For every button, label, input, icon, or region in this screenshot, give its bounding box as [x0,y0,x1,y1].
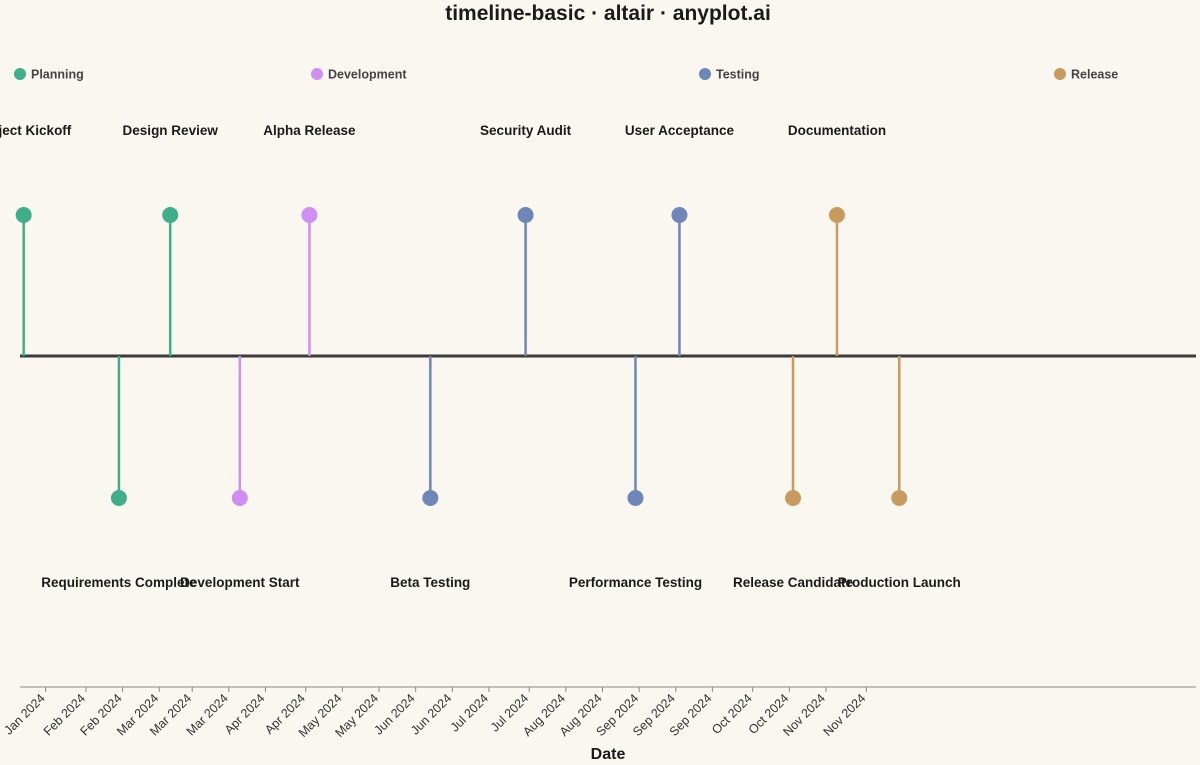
plot-area: Project Kickoff Requirements Complete Desi… [0,123,1196,590]
x-tick-label: Jul 2024 [448,691,491,734]
event-label: Release Candidate [733,575,854,590]
event-label: Beta Testing [390,575,470,590]
event-marker [891,490,908,506]
legend-label: Planning [31,68,84,82]
legend-label: Release [1071,68,1118,82]
legend-swatch [311,68,323,80]
x-axis-title: Date [591,746,626,763]
event-marker [517,207,534,223]
x-tick-label: Apr 2024 [222,691,268,737]
event-label: Alpha Release [263,123,356,138]
event-label: Security Audit [480,123,572,138]
event-marker [627,490,644,506]
event-marker [785,490,802,506]
event-label: User Acceptance [625,123,735,138]
legend-label: Testing [716,68,760,82]
legend: Planning Development Testing Release [14,68,1118,82]
event-marker [828,207,845,223]
event-marker [15,207,32,223]
event-marker [671,207,688,223]
event-marker [301,207,318,223]
event-label: Production Launch [838,575,961,590]
event-marker [110,490,127,506]
legend-swatch [1054,68,1066,80]
legend-label: Development [328,68,407,82]
legend-swatch [699,68,711,80]
x-tick-label: Nov 2024 [821,691,869,739]
chart-title: timeline-basic · altair · anyplot.ai [445,2,771,25]
event-label: Performance Testing [569,575,702,590]
event-marker [231,490,248,506]
event-marker [422,490,439,506]
event-label: Documentation [788,123,886,138]
event-marker [162,207,179,223]
x-tick-label: Jun 2024 [408,691,454,737]
event-label: Design Review [123,123,219,138]
event-label: Project Kickoff [0,123,72,138]
legend-swatch [14,68,26,80]
event-label: Requirements Complete [41,575,197,590]
x-tick-label: Jan 2024 [1,691,47,737]
event-label: Development Start [180,575,300,590]
